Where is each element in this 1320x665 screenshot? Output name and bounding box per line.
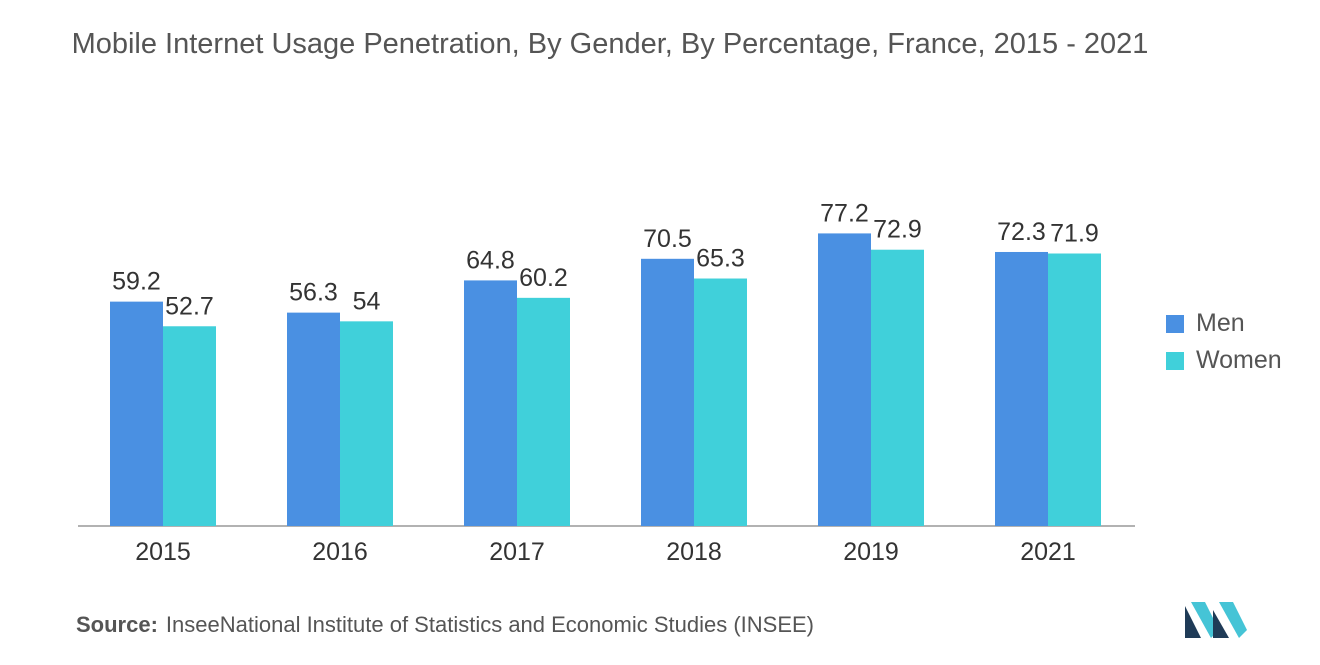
bar-men-2017	[464, 280, 517, 526]
data-label-women-2016: 54	[353, 287, 381, 315]
brand-logo-icon	[1185, 602, 1247, 638]
data-label-women-2015: 52.7	[165, 292, 214, 320]
data-label-women-2017: 60.2	[519, 264, 568, 292]
bar-women-2017	[517, 297, 570, 526]
bar-women-2021	[1048, 253, 1101, 526]
legend-label-men: Men	[1196, 309, 1245, 337]
x-tick-label-2019: 2019	[843, 538, 899, 566]
bar-chart: 59.252.7 2015 56.3 54 2016 64.860.2 2017 70.565…	[78, 199, 1135, 566]
legend-swatch-men	[1166, 314, 1184, 333]
bar-women-2015	[163, 326, 216, 526]
data-label-men-2016: 56.3	[289, 279, 338, 307]
source-text: InseeNational Institute of Statistics an…	[165, 612, 815, 637]
source-note: Source: InseeNational Institute of Statis…	[76, 612, 814, 638]
x-tick-label-2016: 2016	[312, 538, 368, 566]
bar-men-2015	[110, 301, 163, 526]
data-label-women-2019: 72.9	[873, 216, 922, 244]
data-label-women-2018: 65.3	[696, 245, 745, 273]
bar-women-2019	[871, 249, 924, 527]
legend-label-women: Women	[1196, 346, 1282, 374]
bar-men-2018	[641, 258, 694, 526]
bar-men-2016	[287, 312, 340, 526]
x-tick-label-2017: 2017	[489, 538, 545, 566]
data-label-men-2021: 72.3	[997, 218, 1046, 246]
data-label-men-2019: 77.2	[820, 199, 869, 227]
x-tick-label-2018: 2018	[666, 538, 722, 566]
legend-swatch-women	[1166, 351, 1184, 370]
chart-title: Mobile Internet Usage Penetration, By Ge…	[71, 28, 1149, 60]
legend-item-men: Men	[1166, 305, 1282, 342]
data-label-women-2021: 71.9	[1050, 219, 1099, 247]
data-label-men-2017: 64.8	[466, 246, 515, 274]
legend: Men Women	[1166, 305, 1282, 379]
source-label: Source:	[76, 612, 158, 637]
x-tick-label-2015: 2015	[135, 538, 191, 566]
bar-women-2016	[340, 321, 393, 526]
data-label-men-2015: 59.2	[112, 268, 161, 296]
legend-item-women: Women	[1166, 342, 1282, 379]
bar-men-2019	[818, 233, 871, 527]
bar-men-2021	[995, 251, 1048, 526]
bar-women-2018	[694, 278, 747, 526]
x-tick-label-2021: 2021	[1020, 538, 1076, 566]
data-label-men-2018: 70.5	[643, 225, 692, 253]
